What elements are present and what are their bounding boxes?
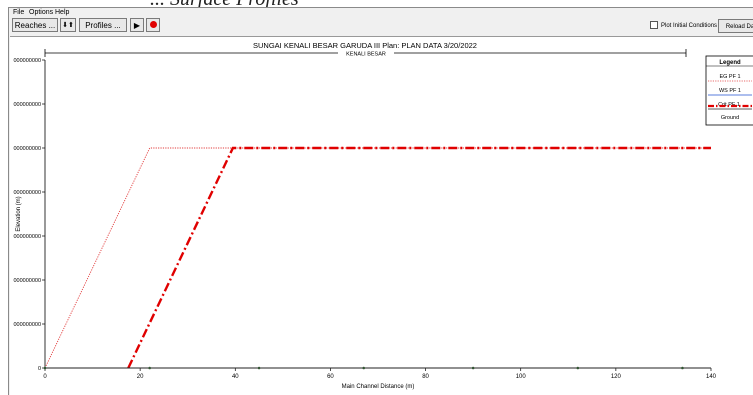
y-tick-label: 000000000 — [13, 102, 41, 108]
profile-plot-window: File Options Help Reaches ... ⬇⬆ Profile… — [8, 7, 753, 395]
plot-series — [43, 146, 711, 370]
y-tick-label: 0 — [38, 366, 41, 372]
profile-plot-area: SUNGAI KENALI BESAR GARUDA III Plan: PLA… — [10, 36, 753, 395]
x-tick-label: 100 — [516, 374, 527, 380]
legend-title: Legend — [719, 60, 741, 66]
reach-label-bg — [338, 49, 394, 57]
ground-station-marker — [362, 366, 366, 370]
ground-station-marker — [471, 366, 475, 370]
plot-title: SUNGAI KENALI BESAR GARUDA III Plan: PLA… — [253, 41, 477, 50]
menu-options[interactable]: Options — [29, 9, 54, 16]
x-tick-label: 120 — [611, 374, 622, 380]
plot-initial-conditions-checkbox[interactable]: Plot Initial Conditions — [650, 21, 717, 31]
menu-bar: File Options Help — [9, 8, 753, 17]
reach-label: KENALI BESAR — [346, 52, 386, 58]
profile-chart: SUNGAI KENALI BESAR GARUDA III Plan: PLA… — [13, 41, 753, 390]
toolbar: Reaches ... ⬇⬆ Profiles ... ▶ Plot Initi… — [9, 18, 753, 35]
menu-help[interactable]: Help — [55, 9, 70, 16]
checkbox-icon — [650, 21, 658, 30]
y-tick-label: 000000000 — [13, 190, 41, 196]
x-tick-label: 60 — [327, 374, 334, 380]
record-icon — [149, 21, 157, 29]
ground-station-marker — [43, 366, 47, 370]
x-tick-label: 0 — [43, 374, 47, 380]
legend-item-ws: WS PF 1 — [719, 88, 741, 94]
y-axis-label: Elevation (m) — [16, 196, 22, 231]
y-tick-label: 000000000 — [13, 58, 41, 64]
ground-station-marker — [681, 366, 684, 370]
y-tick-label: 000000000 — [13, 322, 41, 328]
ground-station-marker — [576, 366, 580, 370]
figure-caption: ... Surface Profiles — [150, 0, 299, 11]
x-tick-label: 140 — [706, 374, 717, 380]
y-tick-label: 000000000 — [13, 146, 41, 152]
ground-station-marker — [148, 366, 151, 370]
ground-station-marker — [257, 366, 261, 370]
x-tick-label: 80 — [422, 374, 429, 380]
reach-bracket: KENALI BESAR — [44, 49, 687, 58]
reaches-button[interactable]: Reaches ... — [12, 18, 58, 32]
reorder-arrows-button[interactable]: ⬇⬆ — [60, 18, 76, 32]
legend-box — [705, 55, 753, 126]
legend-item-eg: EG PF 1 — [719, 74, 740, 80]
record-button[interactable] — [146, 18, 160, 32]
plot-axes: 0 20 40 60 80 100 120 1400000000000000000000000… — [13, 58, 716, 390]
menu-file[interactable]: File — [13, 9, 25, 16]
legend-item-ground: Ground — [721, 115, 739, 121]
x-tick-label: 40 — [232, 374, 239, 380]
plot-initial-conditions-label: Plot Initial Conditions — [661, 23, 718, 29]
play-animation-button[interactable]: ▶ — [130, 18, 144, 32]
x-axis-label: Main Channel Distance (m) — [342, 384, 415, 390]
profiles-button[interactable]: Profiles ... — [79, 18, 127, 32]
crit-line — [127, 146, 711, 369]
y-tick-label: 000000000 — [13, 278, 41, 284]
legend: Legend EG PF 1 WS PF 1 Crit PF 1 Ground — [705, 55, 753, 126]
x-tick-label: 20 — [137, 374, 144, 380]
y-tick-label: 000000000 — [13, 234, 41, 240]
reload-data-button[interactable]: Reload Da — [718, 19, 753, 33]
